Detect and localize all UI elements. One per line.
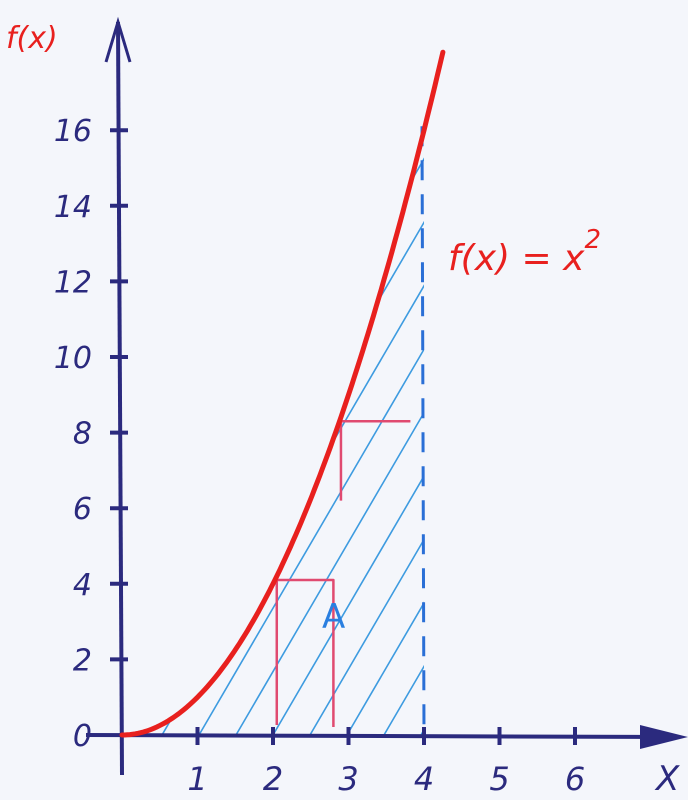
function-label-text: f(x) = x	[448, 238, 585, 279]
y-tick-label: 0	[73, 719, 92, 754]
hatch-line	[122, 130, 213, 735]
x-tick-label: 3	[338, 760, 358, 798]
y-tick-label: 6	[73, 492, 92, 527]
hatch-line	[569, 15, 688, 735]
x-tick-label: 5	[489, 760, 509, 798]
hatch-line	[495, 15, 688, 735]
hatch-line	[198, 130, 424, 735]
curve-f-x-squared	[119, 49, 446, 738]
hatch-line	[532, 15, 688, 735]
y-tick-label: 10	[54, 341, 92, 376]
x-tick-label: 6	[565, 760, 585, 798]
hatch-line	[272, 130, 424, 735]
hatch-line	[643, 15, 688, 735]
y-tick-label: 16	[54, 114, 92, 149]
hatch-line	[122, 130, 250, 735]
x-tick-label: 4	[414, 760, 434, 798]
function-label: f(x) = x2	[448, 225, 601, 279]
hatch-line	[420, 130, 424, 735]
y-tick-label: 4	[73, 568, 92, 603]
x-axis	[85, 725, 688, 749]
hatch-line	[346, 130, 424, 735]
hatch-line	[0, 15, 27, 735]
upper-bound-dashed-line	[420, 126, 426, 736]
hatch-line	[122, 130, 324, 735]
hatch-line	[680, 15, 688, 735]
hatch-line	[161, 130, 424, 735]
hatch-line	[235, 130, 424, 735]
hatch-line	[122, 130, 424, 735]
area-rectangle-marker	[275, 420, 411, 727]
y-tick-label: 8	[73, 417, 92, 452]
y-axis	[104, 16, 132, 776]
x-ticks: 1 2 3 4 5 6	[187, 727, 585, 798]
hatch-line	[122, 130, 287, 735]
hatch-line	[309, 130, 424, 735]
y-tick-label: 2	[73, 643, 92, 678]
x-axis-label: X	[654, 759, 680, 799]
y-axis-label: f(x)	[6, 21, 58, 56]
hatch-line	[458, 15, 688, 735]
function-label-exponent: 2	[584, 225, 601, 255]
hatch-line	[606, 15, 688, 735]
y-tick-label: 14	[54, 190, 92, 225]
hatch-line	[122, 130, 424, 735]
area-label: A	[322, 597, 345, 637]
x-tick-label: 1	[187, 760, 207, 798]
y-ticks: 0 2 4 6 8 10 12 14 16	[54, 114, 128, 754]
hatch-line	[383, 130, 424, 735]
y-tick-label: 12	[54, 265, 92, 300]
x-tick-label: 2	[263, 760, 283, 798]
